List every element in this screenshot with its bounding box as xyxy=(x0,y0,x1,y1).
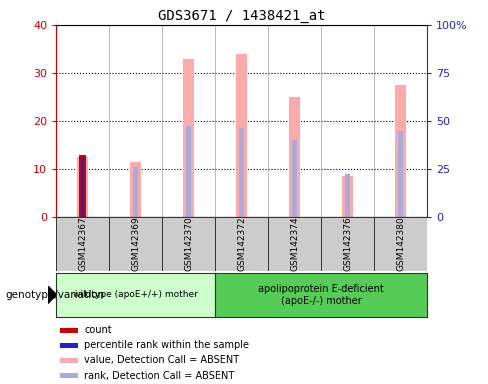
Bar xyxy=(395,85,407,217)
Bar xyxy=(398,131,403,217)
Polygon shape xyxy=(48,286,57,303)
Text: apolipoprotein E-deficient
(apoE-/-) mother: apolipoprotein E-deficient (apoE-/-) mot… xyxy=(258,284,384,306)
Text: count: count xyxy=(84,326,112,336)
Bar xyxy=(80,155,86,217)
Bar xyxy=(56,217,109,271)
Text: GSM142369: GSM142369 xyxy=(131,217,140,271)
Text: GSM142376: GSM142376 xyxy=(343,217,352,271)
Bar xyxy=(61,343,78,348)
Bar xyxy=(61,358,78,363)
Bar xyxy=(289,97,301,217)
Bar xyxy=(374,217,427,271)
Bar xyxy=(61,328,78,333)
Bar xyxy=(162,217,215,271)
Text: rank, Detection Call = ABSENT: rank, Detection Call = ABSENT xyxy=(84,371,234,381)
Bar xyxy=(81,157,84,217)
Bar xyxy=(186,126,191,217)
Bar xyxy=(292,140,297,217)
Text: genotype/variation: genotype/variation xyxy=(5,290,104,300)
Text: GSM142374: GSM142374 xyxy=(290,217,299,271)
Text: value, Detection Call = ABSENT: value, Detection Call = ABSENT xyxy=(84,356,239,366)
Bar xyxy=(236,54,247,217)
Bar xyxy=(268,217,321,271)
Title: GDS3671 / 1438421_at: GDS3671 / 1438421_at xyxy=(158,8,325,23)
Text: percentile rank within the sample: percentile rank within the sample xyxy=(84,341,249,351)
Text: GSM142370: GSM142370 xyxy=(184,217,193,271)
Text: GSM142372: GSM142372 xyxy=(237,217,246,271)
Bar xyxy=(183,59,194,217)
Bar xyxy=(133,167,138,217)
Bar xyxy=(109,217,162,271)
Text: GSM142380: GSM142380 xyxy=(396,217,405,271)
Bar xyxy=(130,162,142,217)
Bar xyxy=(342,176,353,217)
Text: GSM142367: GSM142367 xyxy=(78,217,87,271)
Text: wildtype (apoE+/+) mother: wildtype (apoE+/+) mother xyxy=(73,290,198,299)
Bar xyxy=(321,217,374,271)
Bar xyxy=(239,128,244,217)
Bar xyxy=(80,157,85,217)
Bar xyxy=(345,174,350,217)
Bar xyxy=(61,372,78,379)
Bar xyxy=(215,217,268,271)
Bar xyxy=(77,157,88,217)
